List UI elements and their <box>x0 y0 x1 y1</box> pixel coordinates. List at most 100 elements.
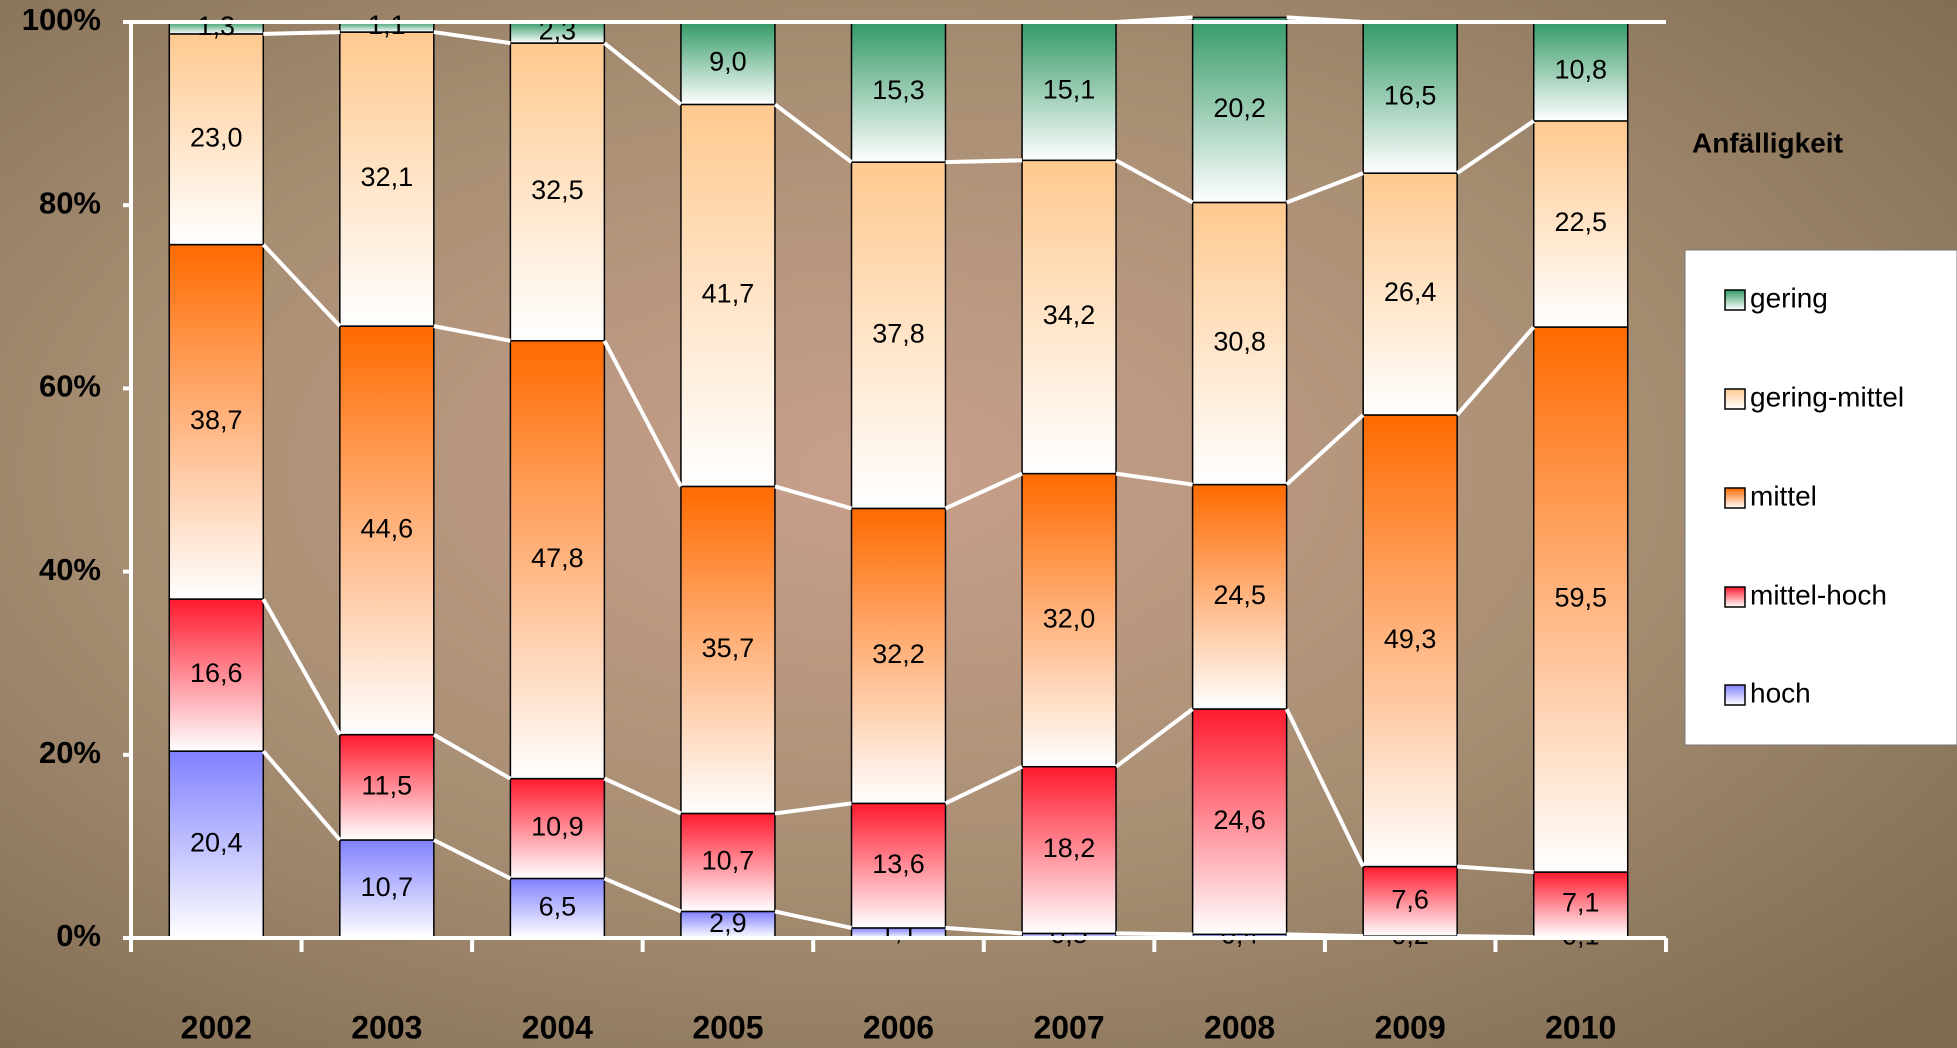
y-tick-label: 100% <box>22 2 101 37</box>
connector-line <box>261 749 342 842</box>
connector-line <box>433 324 511 343</box>
bar-segment <box>168 243 265 600</box>
value-label: 35,7 <box>702 633 755 663</box>
connector-line <box>603 776 682 816</box>
legend-title: Anfälligkeit <box>1692 127 1843 158</box>
legend-label: mittel <box>1750 480 1817 511</box>
connector-line <box>1285 171 1364 205</box>
connector-line <box>432 732 512 781</box>
y-tick-label: 0% <box>56 918 101 953</box>
bar-segment <box>168 598 265 752</box>
connector-line <box>1116 931 1193 937</box>
connector-line <box>944 471 1023 511</box>
bar-segment <box>339 325 435 736</box>
x-tick-label: 2007 <box>1033 1009 1104 1045</box>
value-label: 10,9 <box>531 812 584 842</box>
bar-segment <box>1191 483 1288 710</box>
bar-segment <box>1362 414 1458 868</box>
bar-segment <box>1021 472 1117 768</box>
connector-line <box>773 102 853 164</box>
legend-label: gering-mittel <box>1750 381 1904 412</box>
value-label: 10,7 <box>361 872 414 902</box>
value-label: 16,6 <box>190 658 243 688</box>
y-tick-label: 60% <box>39 369 101 404</box>
bar-segment <box>850 507 947 805</box>
bar-segment <box>1021 21 1117 162</box>
connector-line <box>603 41 683 107</box>
y-tick-label: 40% <box>39 552 101 587</box>
value-label: 32,5 <box>531 175 584 205</box>
value-label: 30,8 <box>1213 327 1266 357</box>
x-tick-label: 2010 <box>1545 1009 1616 1045</box>
x-tick-label: 2002 <box>181 1009 252 1045</box>
connector-line <box>433 30 511 46</box>
value-label: 24,6 <box>1213 805 1266 835</box>
value-label: 24,5 <box>1213 580 1266 610</box>
bar-segment <box>339 839 435 939</box>
value-label: 37,8 <box>872 318 925 348</box>
value-label: 32,1 <box>361 162 414 192</box>
bar-segment <box>680 21 776 106</box>
connector-line <box>945 925 1023 936</box>
bar-segment <box>680 103 776 488</box>
bar-segment <box>1191 16 1288 204</box>
connector-line <box>945 158 1023 165</box>
value-label: 23,0 <box>190 122 243 152</box>
y-tick-label: 80% <box>39 185 101 220</box>
bar-segment <box>1532 871 1629 938</box>
bar-segment <box>680 812 776 913</box>
connector-line <box>774 801 852 816</box>
value-label: 32,0 <box>1043 603 1096 633</box>
value-label: 20,4 <box>190 828 243 858</box>
legend-label: mittel-hoch <box>1750 579 1887 610</box>
bar-segment <box>1021 159 1117 475</box>
legend-label: hoch <box>1750 677 1811 708</box>
connector-line <box>944 764 1023 806</box>
x-tick-label: 2003 <box>351 1009 422 1045</box>
value-label: 38,7 <box>190 405 243 435</box>
legend-swatch <box>1724 289 1746 311</box>
connector-line <box>774 484 853 511</box>
value-label: 15,3 <box>872 75 925 105</box>
value-label: 41,7 <box>702 279 755 309</box>
bar-segment <box>339 733 435 841</box>
legend-label: gering <box>1750 282 1828 313</box>
legend-swatch <box>1724 388 1746 410</box>
bar-segment <box>1532 21 1629 122</box>
bar-segment <box>1191 708 1288 936</box>
bar-segment <box>850 802 947 929</box>
value-label: 7,6 <box>1391 884 1429 914</box>
value-label: 7,1 <box>1562 888 1600 918</box>
value-label: 49,3 <box>1384 624 1437 654</box>
connector-line <box>263 30 340 36</box>
value-label: 13,6 <box>872 849 925 879</box>
connector-line <box>1285 413 1365 487</box>
value-label: 2,9 <box>709 908 747 938</box>
value-label: 18,2 <box>1043 833 1096 863</box>
connector-line <box>1286 932 1364 939</box>
value-label: 47,8 <box>531 543 584 573</box>
connector-line <box>261 598 342 736</box>
value-label: 32,2 <box>872 639 925 669</box>
bar-segment <box>850 21 947 163</box>
value-label: 10,7 <box>702 846 755 876</box>
value-label: 6,5 <box>539 891 577 921</box>
x-tick-label: 2009 <box>1375 1009 1446 1045</box>
connector-line <box>1114 707 1194 769</box>
bar-segment <box>339 31 435 327</box>
bar-segment <box>509 777 606 880</box>
bar-segment <box>1532 120 1629 328</box>
connector-line <box>261 243 342 328</box>
x-tick-label: 2008 <box>1204 1009 1275 1045</box>
connector-line <box>602 339 683 488</box>
bar-segment <box>1362 21 1458 174</box>
value-label: 26,4 <box>1384 277 1437 307</box>
connector-line <box>603 876 682 914</box>
connector-line <box>1455 325 1536 417</box>
legend-swatch <box>1724 684 1746 706</box>
value-label: 59,5 <box>1554 583 1607 613</box>
x-tick-label: 2005 <box>692 1009 763 1045</box>
bar-segment <box>168 33 265 246</box>
